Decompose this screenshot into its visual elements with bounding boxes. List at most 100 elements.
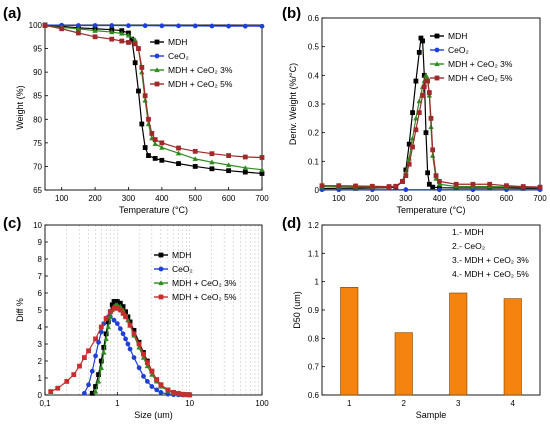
x-tick-label: 200 — [366, 194, 380, 203]
y-tick-label: 100 — [29, 21, 43, 30]
data-point — [426, 181, 432, 187]
data-point — [132, 41, 138, 47]
y-tick-label: 70 — [33, 162, 42, 171]
data-point — [259, 155, 265, 160]
legend-entry: MDH + CeO₂ 3% — [168, 65, 233, 75]
legend-entry: MDH + CeO₂ 5% — [168, 79, 233, 89]
data-point — [92, 34, 98, 40]
data-point — [98, 358, 104, 364]
data-point — [75, 30, 81, 36]
data-point — [107, 309, 113, 315]
data-point — [192, 23, 198, 29]
y-tick-label: 75 — [33, 139, 42, 148]
x-tick-label: 600 — [222, 194, 236, 203]
y-tick-label: 9 — [38, 238, 43, 247]
data-point — [403, 173, 409, 179]
data-point — [416, 50, 422, 55]
data-point — [131, 331, 137, 337]
data-point — [77, 363, 82, 369]
data-point — [421, 84, 427, 90]
data-point — [428, 115, 434, 121]
data-point — [192, 148, 198, 154]
x-tick-label: 500 — [189, 194, 203, 203]
x-tick-label: 400 — [433, 194, 447, 203]
data-point — [96, 339, 101, 345]
x-tick-label: 200 — [88, 194, 102, 203]
series-line — [44, 24, 263, 175]
data-point — [125, 341, 131, 347]
data-point — [103, 316, 109, 321]
data-point — [98, 364, 105, 370]
legend: 1.- MDH 2.- CeO₂ 3.- MDH + CeO₂ 3% 4.- MDH … — [452, 227, 529, 279]
legend-swatch-marker — [154, 39, 160, 45]
series-line — [50, 307, 190, 396]
y-tick-label: 90 — [33, 68, 42, 77]
data-point — [127, 346, 133, 352]
data-point — [176, 23, 181, 29]
plot-frame — [321, 17, 541, 191]
y-tick-label: 3 — [38, 340, 43, 349]
x-tick-label: 300 — [122, 194, 136, 203]
legend-entry: CeO₂ — [172, 264, 193, 274]
data-point — [426, 90, 432, 95]
y-axis-label: D50 (um) — [292, 291, 302, 329]
x-axis-label: Size (um) — [134, 410, 173, 420]
data-point — [537, 184, 543, 190]
data-point — [81, 390, 87, 396]
x-tick-label: 1 — [115, 399, 120, 408]
data-point — [146, 116, 151, 122]
data-point — [176, 391, 181, 397]
y-tick-label: 80 — [33, 115, 42, 124]
y-axis-label: Deriv. Weight (%/°C) — [288, 63, 298, 145]
legend-entry: MDH + CeO₂ 3% — [448, 59, 513, 69]
bar — [503, 298, 522, 396]
legend: MDH CeO₂ MDH + CeO₂ 3% MDH + CeO₂ 5% — [430, 31, 513, 83]
data-point — [136, 46, 141, 51]
data-point — [92, 23, 98, 28]
x-tick-label: 1 — [347, 399, 352, 408]
data-point — [209, 23, 215, 29]
y-tick-label: 0.9 — [308, 306, 320, 315]
data-point — [353, 183, 358, 189]
data-point — [242, 165, 249, 170]
x-tick-label: 10 — [185, 399, 194, 408]
bar — [340, 287, 359, 396]
y-tick-label: 0 — [315, 186, 320, 195]
data-point — [209, 159, 215, 165]
data-point — [436, 179, 442, 184]
minor-gridlines — [66, 225, 259, 395]
data-point — [430, 147, 436, 153]
data-point — [259, 23, 265, 29]
data-point — [159, 140, 165, 146]
legend-swatch-marker — [434, 61, 440, 67]
x-tick-label: 700 — [255, 194, 269, 203]
data-point — [120, 331, 126, 337]
data-point — [144, 360, 150, 366]
panel-label: (d) — [282, 215, 301, 232]
legend-swatch-marker — [154, 81, 160, 87]
x-tick-label: 100 — [255, 399, 269, 408]
data-point — [159, 144, 165, 150]
data-point — [142, 145, 148, 150]
data-point — [158, 390, 164, 395]
data-point — [453, 181, 459, 187]
data-point — [86, 382, 91, 388]
legend-swatch-marker — [158, 280, 164, 286]
panel-a-weight-chart: 65 70 75 80 85 90 95 100 100 200 300 400 500 600 700 Te… — [3, 5, 269, 215]
legend-swatch-marker — [158, 266, 164, 272]
y-axis-label: Diff % — [15, 298, 25, 322]
data-point — [225, 162, 232, 168]
y-tick-label: 5 — [38, 306, 43, 315]
data-point — [176, 161, 181, 166]
data-point — [86, 348, 91, 354]
data-point — [242, 23, 248, 29]
y-tick-label: 0.2 — [308, 129, 320, 138]
data-point — [154, 387, 160, 393]
data-point — [132, 60, 138, 66]
data-point — [226, 168, 232, 174]
legend-swatch-marker — [158, 252, 164, 258]
series-3 — [42, 23, 265, 160]
panel-label: (b) — [282, 5, 301, 22]
x-tick-label: 2 — [402, 399, 407, 408]
x-axis-label: Temperature (°C) — [119, 205, 188, 215]
